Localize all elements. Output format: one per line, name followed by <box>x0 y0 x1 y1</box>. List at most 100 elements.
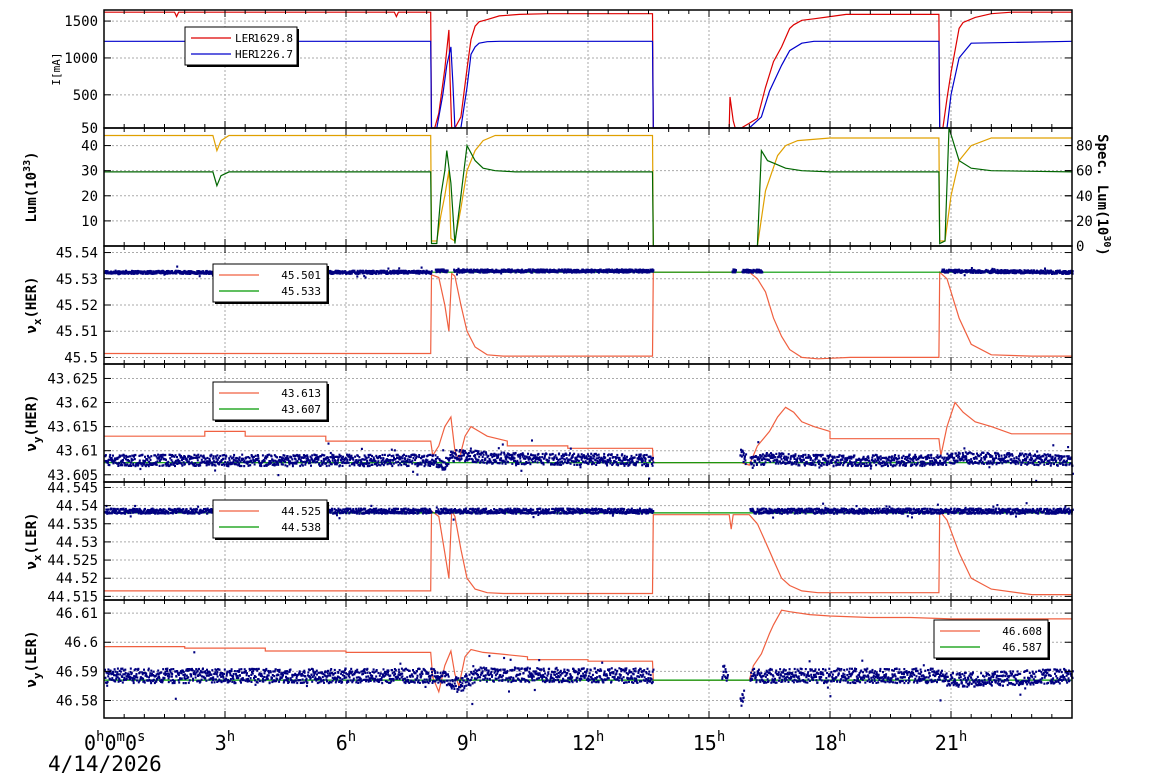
data-point <box>174 454 177 457</box>
data-point <box>789 456 792 459</box>
data-point <box>398 455 401 458</box>
data-point <box>816 461 819 464</box>
data-point <box>427 462 430 465</box>
data-point <box>1018 459 1021 462</box>
data-point <box>1011 453 1013 456</box>
data-point <box>804 464 806 467</box>
data-point <box>493 454 495 458</box>
data-point <box>770 452 772 455</box>
data-point <box>840 462 843 465</box>
data-point <box>799 460 802 463</box>
data-point <box>472 450 475 454</box>
data-point <box>1049 453 1052 456</box>
data-point <box>221 454 224 457</box>
data-point <box>556 460 559 464</box>
data-point <box>358 272 361 275</box>
data-point <box>461 454 464 457</box>
data-point <box>811 459 814 462</box>
data-point <box>1019 452 1022 455</box>
data-point <box>313 459 316 462</box>
data-point <box>993 457 996 460</box>
data-point <box>595 463 598 466</box>
data-point <box>363 271 366 274</box>
data-point <box>946 452 949 455</box>
data-point <box>977 455 980 458</box>
y-tick-label: 43.615 <box>47 420 98 436</box>
data-point <box>983 458 986 461</box>
data-point <box>236 461 239 464</box>
data-point <box>529 268 532 271</box>
data-point <box>591 461 594 464</box>
data-point <box>1054 456 1057 459</box>
data-point <box>503 451 506 454</box>
data-point <box>278 458 281 461</box>
data-point <box>140 462 143 465</box>
data-point <box>403 463 406 466</box>
data-point <box>602 459 605 462</box>
data-point <box>309 461 312 464</box>
data-point <box>271 458 274 461</box>
data-point <box>1056 272 1059 275</box>
data-point <box>257 455 260 458</box>
data-point <box>580 463 582 466</box>
data-point <box>1043 459 1046 462</box>
data-point <box>777 462 780 465</box>
data-point <box>511 462 514 465</box>
data-point <box>901 456 904 460</box>
data-point <box>396 272 399 275</box>
data-point <box>159 270 161 273</box>
data-point <box>516 462 519 465</box>
data-point <box>497 453 500 456</box>
data-point <box>790 454 793 458</box>
data-point <box>134 453 137 457</box>
data-point <box>212 455 215 458</box>
data-point <box>639 455 642 458</box>
data-point <box>996 461 999 465</box>
data-point <box>452 455 455 458</box>
data-point <box>306 455 309 459</box>
data-point <box>150 455 153 458</box>
data-point <box>772 456 775 459</box>
data-point <box>510 268 513 271</box>
data-point <box>351 271 354 274</box>
data-point <box>121 464 124 467</box>
data-point <box>252 458 255 462</box>
data-point <box>170 459 173 462</box>
data-point <box>915 455 917 459</box>
data-point <box>945 456 948 459</box>
data-point <box>891 455 893 458</box>
data-point <box>968 451 971 454</box>
data-point <box>936 461 939 464</box>
data-point <box>615 271 618 274</box>
data-point <box>952 459 955 462</box>
data-point <box>462 454 465 457</box>
data-point <box>345 457 348 460</box>
data-point <box>968 459 971 462</box>
y-tick-label: 10 <box>81 214 98 230</box>
data-point <box>365 462 368 465</box>
data-point <box>501 443 504 446</box>
data-point <box>1021 452 1024 455</box>
data-point <box>482 453 485 456</box>
data-point <box>515 464 518 467</box>
data-point <box>441 468 444 471</box>
data-point <box>1032 454 1035 457</box>
data-point <box>839 463 842 466</box>
data-point <box>617 464 620 467</box>
data-point <box>151 507 154 510</box>
data-point <box>468 457 471 461</box>
data-point <box>1044 269 1047 272</box>
data-point <box>364 276 367 279</box>
data-point <box>387 267 390 270</box>
data-point <box>419 461 422 464</box>
data-point <box>268 460 271 463</box>
data-point <box>117 273 120 276</box>
data-point <box>999 270 1002 273</box>
data-point <box>350 454 353 457</box>
data-point <box>360 447 363 450</box>
data-point <box>157 509 160 512</box>
data-point <box>192 464 195 467</box>
data-point <box>799 458 802 461</box>
data-point <box>621 462 624 465</box>
data-point <box>215 457 218 460</box>
